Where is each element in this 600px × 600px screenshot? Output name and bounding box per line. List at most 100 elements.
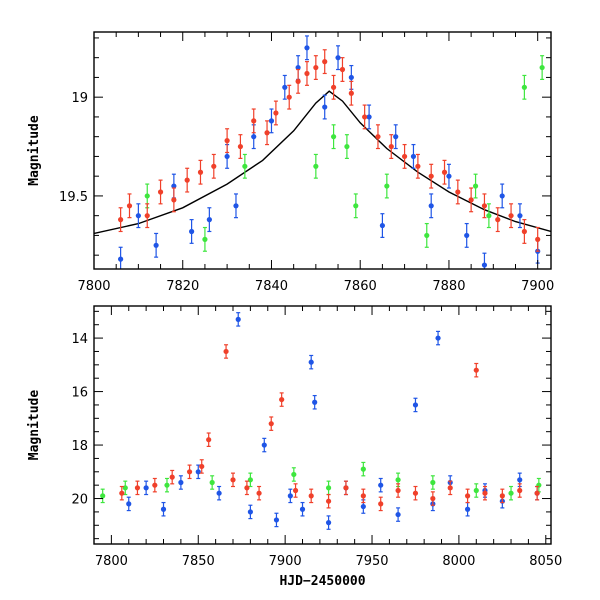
data-point (164, 482, 170, 488)
axes-frame (93, 31, 552, 270)
bottom-panel: 7800 7850 7900 7950 8000 8050 14 16 18 20 Magnitud… (27, 305, 562, 589)
data-point (144, 213, 150, 219)
data-point (322, 104, 328, 110)
data-point (251, 118, 257, 124)
data-point (388, 143, 394, 150)
data-point (178, 479, 184, 486)
data-point (119, 490, 125, 496)
x-tick-label: 7880 (432, 279, 465, 294)
data-point (273, 110, 279, 116)
data-point (268, 118, 275, 124)
data-point (295, 64, 301, 71)
data-point (343, 485, 349, 491)
x-tick-label: 8000 (442, 554, 475, 569)
data-point (100, 493, 106, 499)
data-point (286, 94, 292, 100)
data-point (235, 316, 241, 322)
x-axis-label: HJD−2450000 (279, 574, 365, 589)
data-point (224, 153, 230, 160)
y-axis-label: Magnitude (27, 115, 42, 186)
data-point (152, 482, 158, 488)
data-point (384, 183, 390, 189)
series-blue (126, 312, 540, 530)
series-red (118, 49, 541, 252)
data-point (353, 203, 359, 209)
top-panel: 7800 7820 7840 7860 7880 7900 19 19.5 Magnitude (27, 31, 554, 294)
data-point (521, 228, 527, 235)
data-point (287, 493, 293, 499)
data-point (237, 143, 244, 150)
data-point (430, 495, 436, 502)
data-point (251, 134, 257, 140)
data-point (169, 474, 175, 480)
x-tick-label: 7950 (355, 554, 388, 569)
data-point (375, 134, 381, 140)
data-point (534, 490, 540, 496)
data-point (508, 490, 514, 496)
data-point (312, 399, 318, 405)
x-tick-label: 7800 (95, 554, 128, 569)
data-point (206, 217, 212, 223)
data-point (291, 471, 297, 478)
data-point (186, 469, 193, 475)
data-point (335, 55, 341, 61)
data-point (415, 163, 421, 169)
series-green (144, 55, 545, 252)
data-point (348, 90, 354, 96)
x-tick-label: 7900 (521, 279, 554, 294)
data-point (230, 477, 236, 483)
series-red (119, 344, 540, 512)
data-point (535, 236, 541, 242)
data-point (247, 509, 253, 515)
plot-area (94, 35, 551, 269)
data-point (325, 485, 332, 491)
data-point (330, 134, 337, 140)
data-point (209, 479, 215, 486)
data-point (118, 256, 124, 262)
data-point (282, 84, 288, 90)
data-point (126, 203, 133, 209)
data-point (412, 402, 419, 408)
data-point (313, 64, 319, 71)
data-point (412, 490, 419, 496)
data-point (360, 493, 366, 499)
data-point (473, 487, 479, 494)
data-point (264, 130, 270, 136)
y-tick-label: 19 (71, 91, 88, 106)
data-point (292, 487, 299, 494)
data-point (521, 84, 527, 90)
data-point (171, 197, 177, 203)
y-tick-label: 14 (71, 332, 88, 347)
data-point (430, 479, 436, 486)
data-point (189, 228, 195, 235)
data-point (428, 173, 434, 179)
data-point (424, 232, 430, 239)
data-point (244, 485, 250, 491)
data-point (401, 153, 408, 160)
data-point (143, 485, 149, 491)
data-point (160, 506, 167, 512)
data-point (378, 482, 384, 488)
data-point (171, 183, 177, 189)
data-point (486, 213, 492, 219)
data-point (455, 189, 461, 195)
data-point (378, 501, 384, 507)
axes-frame (93, 305, 552, 545)
data-point (322, 59, 328, 65)
data-point (395, 511, 401, 518)
data-point (339, 66, 346, 73)
x-tick-label: 7860 (344, 279, 377, 294)
data-point (223, 348, 229, 355)
data-point (464, 232, 470, 239)
data-point (247, 477, 253, 483)
data-point (481, 262, 488, 268)
y-tick-label: 19.5 (59, 190, 88, 205)
data-point (206, 437, 212, 443)
data-point (144, 193, 150, 199)
data-point (446, 173, 452, 179)
x-tick-label: 7840 (255, 279, 288, 294)
data-point (157, 189, 164, 195)
data-point (379, 222, 385, 229)
data-point (344, 143, 350, 150)
